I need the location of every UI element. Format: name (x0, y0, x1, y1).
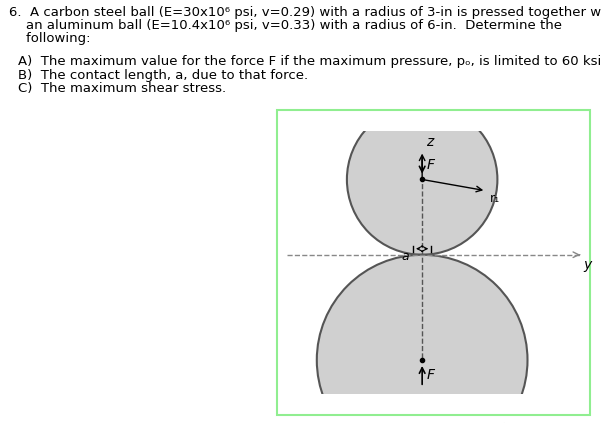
Circle shape (347, 104, 497, 255)
Text: F: F (427, 159, 435, 173)
Bar (277, 110, 590, 415)
Text: A)  The maximum value for the force F if the maximum pressure, pₒ, is limited to: A) The maximum value for the force F if … (18, 55, 602, 68)
Text: a: a (402, 250, 409, 263)
Circle shape (317, 255, 527, 423)
Text: C)  The maximum shear stress.: C) The maximum shear stress. (18, 82, 226, 95)
Text: r₁: r₁ (490, 192, 500, 205)
Text: z: z (426, 135, 433, 149)
Text: r₂: r₂ (499, 420, 509, 423)
Text: F: F (427, 368, 435, 382)
Text: y: y (583, 258, 591, 272)
Text: 6.  A carbon steel ball (E=30x10⁶ psi, v=0.29) with a radius of 3-in is pressed : 6. A carbon steel ball (E=30x10⁶ psi, v=… (9, 6, 602, 19)
Text: B)  The contact length, a, due to that force.: B) The contact length, a, due to that fo… (18, 69, 308, 82)
Text: an aluminum ball (E=10.4x10⁶ psi, v=0.33) with a radius of 6-in.  Determine the: an aluminum ball (E=10.4x10⁶ psi, v=0.33… (9, 19, 562, 32)
Text: following:: following: (9, 32, 90, 45)
